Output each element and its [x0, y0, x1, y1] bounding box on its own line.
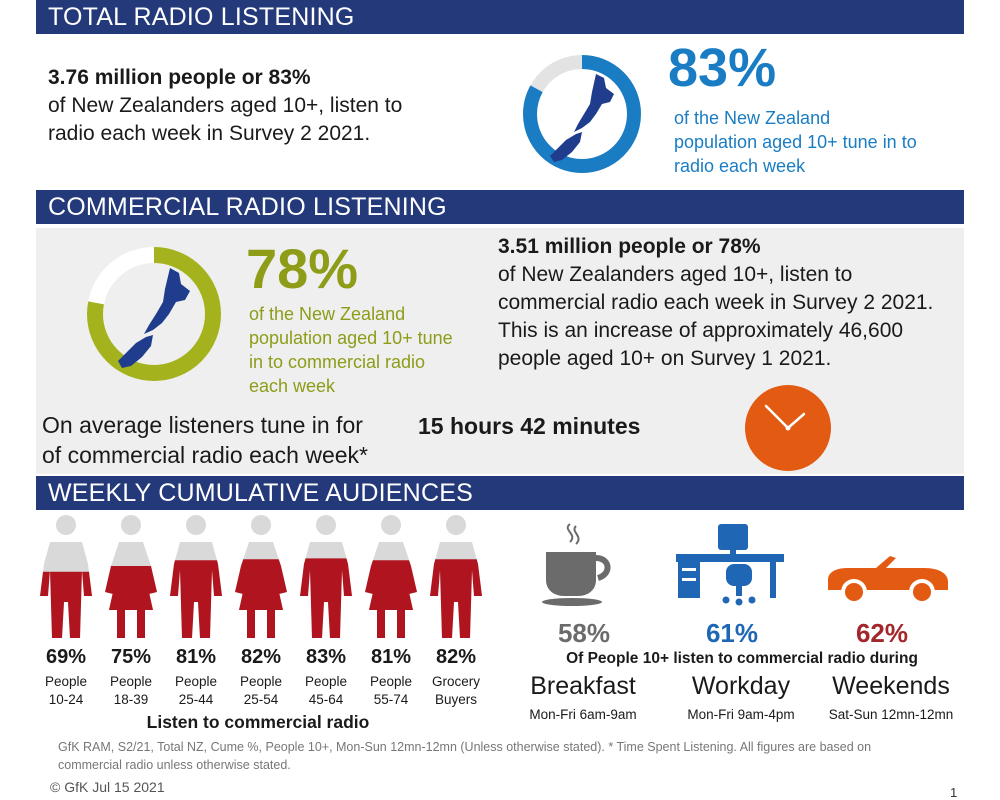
footnote-line-2: commercial radio unless otherwise stated…: [58, 758, 291, 772]
person-label-line-2: 18-39: [113, 692, 149, 707]
person-label: People 25-44: [161, 673, 231, 709]
commercial-big-pct: 78%: [246, 237, 359, 300]
person-label-line-2: 10-24: [48, 692, 84, 707]
total-line-1: of New Zealanders aged 10+, listen to: [48, 94, 403, 117]
person-label-line-1: People: [304, 674, 348, 689]
person-label-line-1: Grocery: [431, 674, 480, 689]
section-banner-weekly: WEEKLY CUMULATIVE AUDIENCES: [36, 476, 964, 510]
person-label: People 25-54: [226, 673, 296, 709]
person-figure-icon: [101, 514, 161, 642]
daypart-weekends-pct: 62%: [855, 618, 909, 648]
page-number: 1: [950, 785, 958, 800]
tsl-text: On average listeners tune in for of comm…: [42, 410, 368, 470]
person-label-line-1: People: [109, 674, 153, 689]
person-label: People 45-64: [291, 673, 361, 709]
commercial-line-3: This is an increase of approximately 46,…: [498, 319, 904, 342]
donut-fill: [87, 247, 221, 381]
person-label-line-1: People: [239, 674, 283, 689]
coffee-cup-icon: [540, 522, 620, 606]
nz-map-icon: [118, 268, 190, 368]
person-label: People 55-74: [356, 673, 426, 709]
commercial-text-block: 3.51 million people or 78% of New Zealan…: [498, 233, 964, 373]
person-pct: 82%: [435, 646, 477, 668]
daypart-weekends-name: Weekends: [832, 672, 950, 700]
commercial-line-4: people aged 10+ on Survey 1 2021.: [498, 347, 832, 370]
person-figure-icon: [36, 514, 96, 642]
total-big-pct: 83%: [668, 38, 777, 98]
person-label-line-1: People: [369, 674, 413, 689]
person-label: People 10-24: [31, 673, 101, 709]
person-figure-icon: [166, 514, 226, 642]
person-label-line-1: People: [174, 674, 218, 689]
total-caption-2: population aged 10+ tune in to: [674, 132, 917, 152]
person-pct: 81%: [175, 646, 217, 668]
person-label: People 18-39: [96, 673, 166, 709]
person-label-line-1: People: [44, 674, 88, 689]
total-caption-3: radio each week: [674, 156, 806, 176]
clock-icon: [744, 384, 832, 472]
person-label-line-2: 45-64: [308, 692, 344, 707]
copyright: © GfK Jul 15 2021: [50, 779, 165, 795]
commercial-caption-2: population aged 10+ tune: [249, 328, 453, 348]
commercial-line-2: commercial radio each week in Survey 2 2…: [498, 291, 934, 314]
person-pct: 82%: [240, 646, 282, 668]
daypart-workday-name: Workday: [691, 672, 791, 700]
person-pct: 83%: [305, 646, 347, 668]
commercial-headline: 3.51 million people or 78%: [498, 235, 761, 258]
person-pct: 69%: [45, 646, 87, 668]
commercial-donut: [84, 244, 224, 384]
commercial-caption-3: in to commercial radio: [249, 352, 426, 372]
daypart-caption: Of People 10+ listen to commercial radio…: [566, 650, 918, 667]
daypart-weekends-time: Sat-Sun 12mn-12mn: [828, 707, 954, 722]
person-label-line-2: 55-74: [373, 692, 409, 707]
daypart-breakfast-name: Breakfast: [530, 672, 636, 700]
car-icon: [824, 548, 952, 608]
person-label-line-2: 25-54: [243, 692, 279, 707]
total-line-2: radio each week in Survey 2 2021.: [48, 122, 371, 145]
daypart-breakfast-pct: 58%: [557, 618, 611, 648]
total-donut: [520, 52, 644, 176]
total-text-block: 3.76 million people or 83% of New Zealan…: [48, 64, 468, 148]
total-caption-1: of the New Zealand: [674, 108, 831, 128]
person-label-line-2: 25-44: [178, 692, 214, 707]
people-caption: Listen to commercial radio: [146, 712, 370, 732]
footnote-line-1: GfK RAM, S2/21, Total NZ, Cume %, People…: [58, 740, 872, 754]
nz-map-icon: [550, 74, 614, 162]
footnote: GfK RAM, S2/21, Total NZ, Cume %, People…: [58, 738, 958, 774]
person-figure-icon: [296, 514, 356, 642]
person-label: Grocery Buyers: [421, 673, 491, 709]
section-banner-total: TOTAL RADIO LISTENING: [36, 0, 964, 34]
person-label-line-2: Buyers: [434, 692, 478, 707]
donut-fill: [523, 55, 641, 173]
person-pct: 75%: [110, 646, 152, 668]
desk-icon: [674, 520, 786, 606]
total-headline: 3.76 million people or 83%: [48, 66, 311, 89]
person-figure-icon: [361, 514, 421, 642]
tsl-line-2: of commercial radio each week*: [42, 442, 368, 468]
commercial-caption: of the New Zealand population aged 10+ t…: [249, 302, 453, 398]
person-figure-icon: [426, 514, 486, 642]
total-caption: of the New Zealand population aged 10+ t…: [674, 106, 917, 178]
tsl-line-1: On average listeners tune in for: [42, 412, 363, 438]
section-banner-commercial: COMMERCIAL RADIO LISTENING: [36, 190, 964, 224]
tsl-value: 15 hours 42 minutes: [418, 413, 641, 439]
commercial-caption-1: of the New Zealand: [249, 304, 406, 324]
commercial-line-1: of New Zealanders aged 10+, listen to: [498, 263, 853, 286]
person-figure-icon: [231, 514, 291, 642]
daypart-workday-time: Mon-Fri 9am-4pm: [687, 707, 795, 722]
person-pct: 81%: [370, 646, 412, 668]
daypart-breakfast-time: Mon-Fri 6am-9am: [529, 707, 637, 722]
daypart-workday-pct: 61%: [705, 618, 759, 648]
commercial-caption-4: each week: [249, 376, 336, 396]
